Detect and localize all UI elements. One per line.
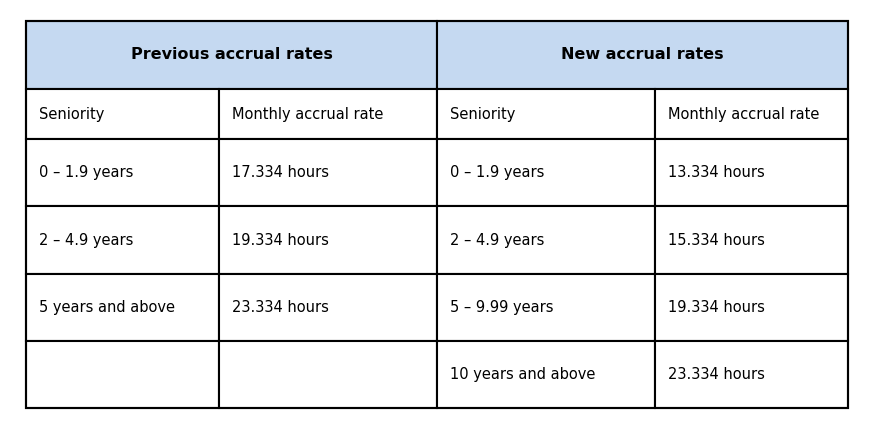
Bar xyxy=(26,139,219,206)
Text: Previous accrual rates: Previous accrual rates xyxy=(131,48,332,62)
Bar xyxy=(219,89,437,139)
Text: 5 – 9.99 years: 5 – 9.99 years xyxy=(450,300,553,315)
Bar xyxy=(219,206,437,274)
Text: 17.334 hours: 17.334 hours xyxy=(232,165,329,180)
Bar xyxy=(219,139,437,206)
Text: 10 years and above: 10 years and above xyxy=(450,367,595,382)
Text: 19.334 hours: 19.334 hours xyxy=(232,233,329,248)
Text: 15.334 hours: 15.334 hours xyxy=(668,233,765,248)
Text: 13.334 hours: 13.334 hours xyxy=(668,165,765,180)
Bar xyxy=(655,341,848,408)
Bar xyxy=(26,274,219,341)
Text: 23.334 hours: 23.334 hours xyxy=(668,367,765,382)
Text: 2 – 4.9 years: 2 – 4.9 years xyxy=(450,233,545,248)
Bar xyxy=(219,274,437,341)
Text: 5 years and above: 5 years and above xyxy=(39,300,176,315)
Bar xyxy=(437,274,655,341)
Bar xyxy=(655,89,848,139)
Bar xyxy=(655,139,848,206)
Text: 2 – 4.9 years: 2 – 4.9 years xyxy=(39,233,134,248)
Text: Seniority: Seniority xyxy=(450,107,516,122)
Bar xyxy=(437,21,848,89)
Bar xyxy=(26,341,219,408)
Text: Seniority: Seniority xyxy=(39,107,105,122)
Text: Monthly accrual rate: Monthly accrual rate xyxy=(668,107,819,122)
Bar xyxy=(655,274,848,341)
Text: 19.334 hours: 19.334 hours xyxy=(668,300,765,315)
Bar xyxy=(26,89,219,139)
Text: 0 – 1.9 years: 0 – 1.9 years xyxy=(39,165,134,180)
Bar xyxy=(437,341,655,408)
Text: 23.334 hours: 23.334 hours xyxy=(232,300,329,315)
Bar xyxy=(26,21,437,89)
Text: Monthly accrual rate: Monthly accrual rate xyxy=(232,107,384,122)
Bar xyxy=(26,206,219,274)
Bar xyxy=(437,139,655,206)
Bar xyxy=(437,206,655,274)
Bar xyxy=(437,89,655,139)
Text: 0 – 1.9 years: 0 – 1.9 years xyxy=(450,165,545,180)
Bar xyxy=(655,206,848,274)
Bar xyxy=(219,341,437,408)
Text: New accrual rates: New accrual rates xyxy=(561,48,724,62)
